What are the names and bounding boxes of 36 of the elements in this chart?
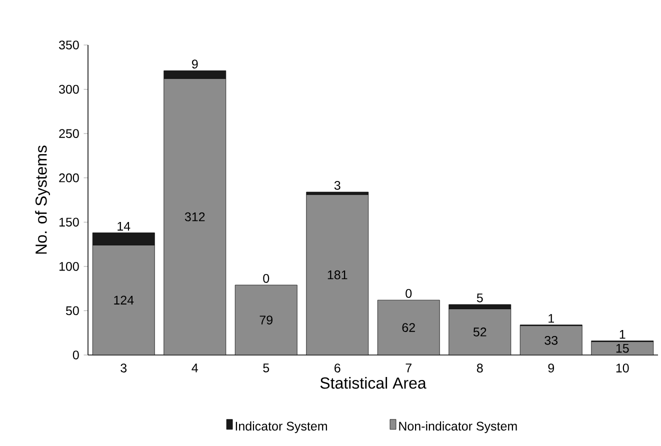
data-label: 62 [402,323,415,332]
y-tick-label: 200 [59,173,79,182]
y-tick-label: 150 [59,218,79,227]
y-tick-label: 300 [58,84,79,94]
data-label: 9 [192,60,198,68]
data-label: 79 [260,316,272,324]
data-label: 52 [473,328,486,336]
data-label: 3 [334,180,340,190]
data-label: 15 [616,344,629,353]
y-tick-label: 0 [72,350,79,360]
x-tick-label: 4 [192,364,198,372]
x-tick-label: 5 [263,364,270,372]
x-tick-label: 9 [548,364,554,372]
legend-label: Non-indicator System [399,421,517,434]
x-axis-title: Statistical Area [320,377,426,389]
y-axis-title: No. of Systems [35,146,50,254]
legend-label: Indicator System [236,421,327,434]
data-label: 312 [184,212,205,222]
data-label: 0 [263,274,270,283]
y-tick-label: 100 [59,262,79,271]
data-label: 1 [620,330,626,339]
y-tick-label: 250 [59,129,79,138]
x-tick-label: 8 [476,364,483,372]
data-label: 33 [544,336,558,345]
y-tick-label: 350 [58,40,79,50]
x-tick-label: 7 [406,364,412,372]
data-label: 5 [476,294,483,302]
data-label: 1 [548,314,554,323]
y-tick-label: 50 [66,306,79,316]
x-tick-label: 3 [120,364,127,372]
x-tick-label: 10 [616,364,629,372]
data-label: 0 [406,289,412,298]
data-label: 124 [114,296,134,304]
data-label: 181 [328,270,348,280]
x-tick-label: 6 [334,364,340,372]
data-label: 14 [118,222,130,231]
